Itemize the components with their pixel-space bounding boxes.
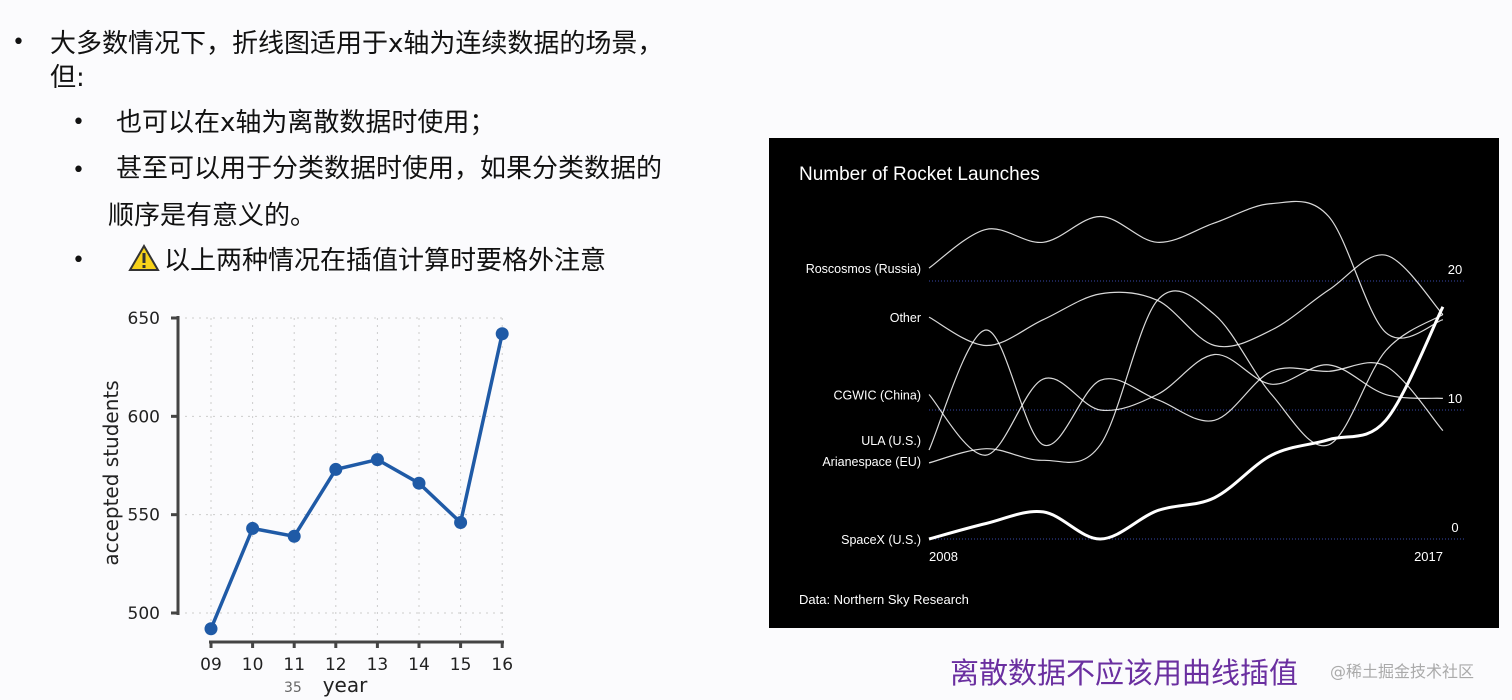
series-line [928,329,1444,451]
x-tick-label: 16 [491,655,513,675]
sub-bullet-1: 也可以在x轴为离散数据时使用； [116,108,496,138]
series-label: CGWIC (China) [833,389,921,403]
x-tick-label: 09 [200,655,222,675]
bullet-main-cont: 但: [50,63,85,93]
series-label: Arianespace (EU) [822,455,921,469]
bullet-main: 大多数情况下，折线图适用于x轴为连续数据的场景， [50,29,664,59]
data-point [370,453,384,467]
series-label: Roscosmos (Russia) [806,262,921,276]
series-line [928,290,1444,464]
data-point [246,521,260,535]
x-tick-label: 10 [242,655,264,675]
chart-title: Number of Rocket Launches [799,164,1040,185]
data-point [329,462,343,476]
x-tick-label: 11 [283,655,305,675]
y-tick-label: 20 [1448,262,1462,277]
x-tick-label: 14 [408,655,430,675]
y-tick-label: 10 [1448,391,1462,406]
y-tick-label: 600 [128,407,160,427]
sub-bullet-3: 以上两种情况在插值计算时要格外注意 [128,244,606,277]
series-line [928,254,1444,348]
data-source: Data: Northern Sky Research [799,592,969,607]
data-point [454,516,468,530]
warning-triangle-icon [128,244,160,271]
data-point [495,327,509,341]
caption: 离散数据不应该用曲线插值 [950,656,1299,690]
x-tick-label: 2008 [929,549,958,564]
x-tick-label: 13 [367,655,389,675]
x-tick-label: 15 [450,655,472,675]
sub-bullet-2-cont: 顺序是有意义的。 [108,201,317,231]
bullet-dot: • [72,248,85,273]
page-number: 35 [284,680,302,696]
data-point [287,529,301,543]
data-point [204,622,218,636]
sub-bullet-2: 甚至可以用于分类数据时使用，如果分类数据的 [116,154,663,184]
data-line [209,333,504,630]
series-label: Other [890,311,921,325]
series-line [928,306,1445,541]
y-axis-label: accepted students [99,380,123,565]
sub-bullet-3-text: 以上两种情况在插值计算时要格外注意 [164,246,607,276]
bullet-dot: • [12,30,25,55]
x-tick-label: 12 [325,655,347,675]
bullet-dot: • [72,110,85,135]
series-label: ULA (U.S.) [861,434,921,448]
x-axis-label: year [323,673,368,697]
x-tick-label: 2017 [1414,549,1443,564]
chart-background [769,138,1499,628]
y-tick-label: 0 [1451,520,1458,535]
series-line [928,353,1443,456]
credit-watermark: @稀土掘金技术社区 [1330,662,1475,681]
bullet-dot: • [72,158,85,183]
series-line [928,200,1444,339]
series-label: SpaceX (U.S.) [841,533,921,547]
data-point [412,476,426,490]
y-tick-label: 500 [128,604,160,624]
y-tick-label: 550 [128,506,160,526]
y-tick-label: 650 [128,309,160,329]
